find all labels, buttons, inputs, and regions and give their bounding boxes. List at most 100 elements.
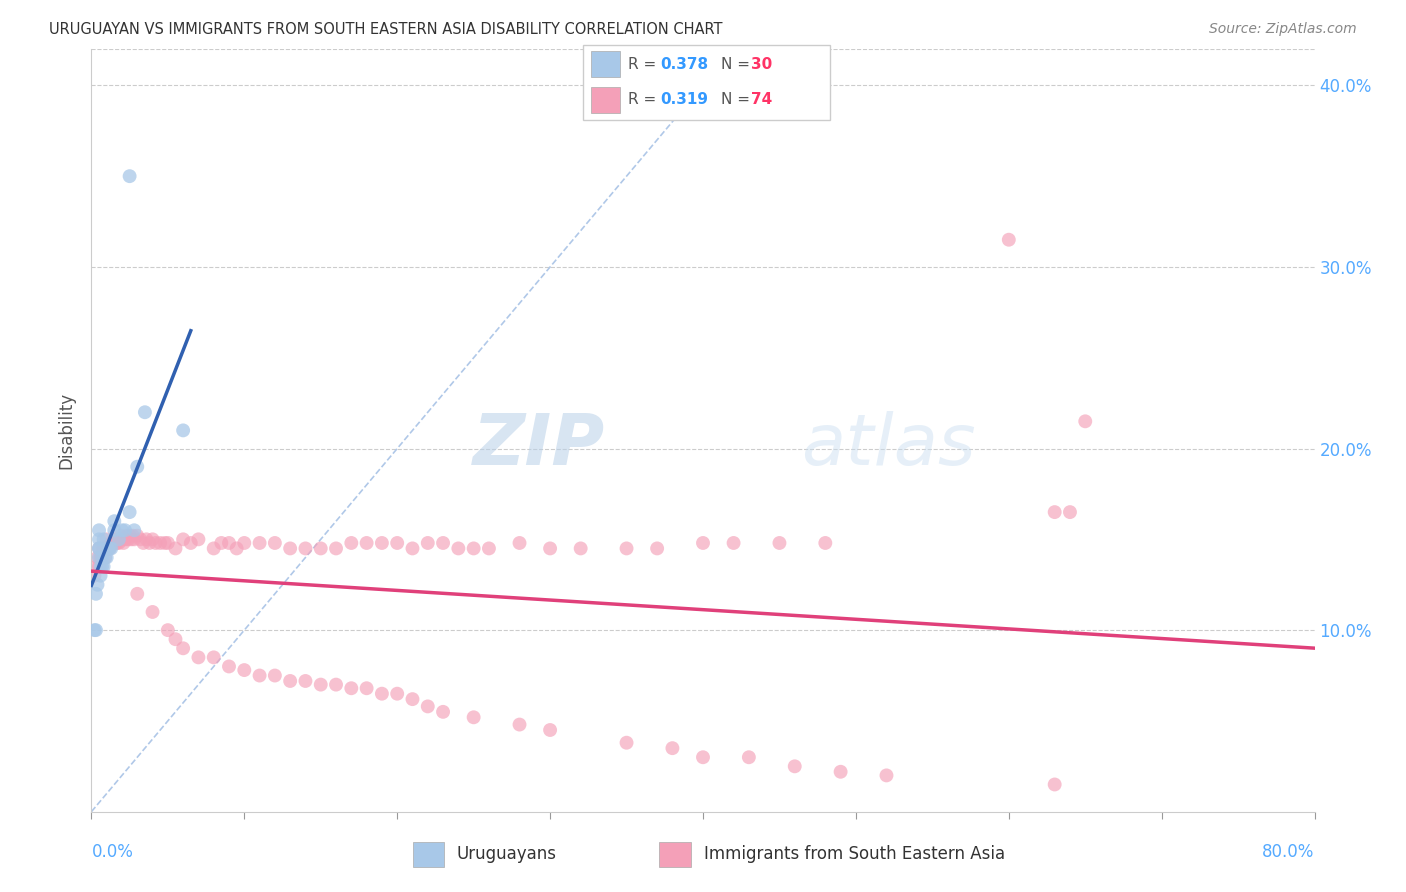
- Point: [118, 505, 141, 519]
- Point: [127, 459, 149, 474]
- Point: [84, 623, 107, 637]
- Point: [100, 536, 122, 550]
- Text: 0.319: 0.319: [659, 93, 707, 107]
- Point: [141, 605, 163, 619]
- Point: [278, 673, 301, 688]
- Point: [371, 536, 394, 550]
- Point: [294, 541, 316, 556]
- Text: 74: 74: [751, 93, 772, 107]
- Point: [401, 692, 423, 706]
- Point: [87, 523, 110, 537]
- Point: [83, 568, 105, 582]
- Text: 30: 30: [751, 57, 772, 72]
- Point: [416, 699, 439, 714]
- Point: [87, 533, 110, 547]
- Point: [692, 750, 714, 764]
- Point: [101, 536, 124, 550]
- Text: N =: N =: [721, 57, 755, 72]
- Bar: [591, 52, 620, 78]
- Point: [294, 673, 316, 688]
- Point: [340, 681, 363, 696]
- Text: N =: N =: [721, 93, 755, 107]
- Point: [1059, 505, 1081, 519]
- Point: [569, 541, 592, 556]
- Text: URUGUAYAN VS IMMIGRANTS FROM SOUTH EASTERN ASIA DISABILITY CORRELATION CHART: URUGUAYAN VS IMMIGRANTS FROM SOUTH EASTE…: [49, 22, 723, 37]
- Point: [814, 536, 837, 550]
- Point: [463, 541, 485, 556]
- Point: [93, 541, 115, 556]
- Point: [105, 536, 128, 550]
- Point: [96, 533, 118, 547]
- Y-axis label: Disability: Disability: [58, 392, 76, 469]
- Point: [127, 587, 149, 601]
- Point: [202, 650, 225, 665]
- Point: [96, 541, 118, 556]
- Point: [111, 533, 134, 547]
- Point: [87, 541, 110, 556]
- Point: [122, 523, 145, 537]
- Point: [738, 750, 761, 764]
- Text: Source: ZipAtlas.com: Source: ZipAtlas.com: [1209, 22, 1357, 37]
- Point: [172, 424, 194, 438]
- Point: [110, 529, 132, 543]
- Point: [325, 541, 347, 556]
- Point: [509, 717, 531, 731]
- Point: [103, 533, 125, 547]
- Point: [90, 559, 112, 574]
- Point: [118, 529, 141, 543]
- Point: [264, 668, 287, 682]
- Point: [98, 541, 121, 556]
- Point: [385, 687, 409, 701]
- Point: [692, 536, 714, 550]
- Point: [309, 541, 332, 556]
- Point: [165, 541, 187, 556]
- Point: [145, 536, 167, 550]
- Point: [356, 681, 378, 696]
- Point: [114, 523, 136, 537]
- Point: [432, 536, 454, 550]
- Point: [134, 405, 156, 419]
- Point: [768, 536, 790, 550]
- Point: [875, 768, 898, 782]
- Point: [309, 678, 332, 692]
- Point: [91, 550, 114, 565]
- Point: [233, 663, 256, 677]
- Point: [141, 533, 163, 547]
- Point: [249, 668, 271, 682]
- Point: [90, 550, 112, 565]
- Point: [509, 536, 531, 550]
- Point: [325, 678, 347, 692]
- Point: [432, 705, 454, 719]
- Point: [115, 529, 138, 543]
- Point: [84, 559, 107, 574]
- Point: [661, 741, 683, 756]
- Point: [108, 536, 131, 550]
- Point: [104, 536, 127, 550]
- Text: 80.0%: 80.0%: [1263, 843, 1315, 861]
- Point: [209, 536, 232, 550]
- Point: [340, 536, 363, 550]
- Point: [156, 623, 179, 637]
- Point: [100, 541, 122, 556]
- Bar: [591, 87, 620, 112]
- Point: [371, 687, 394, 701]
- Point: [172, 533, 194, 547]
- Point: [122, 533, 145, 547]
- Point: [463, 710, 485, 724]
- Point: [356, 536, 378, 550]
- Point: [108, 533, 131, 547]
- Point: [264, 536, 287, 550]
- Point: [225, 541, 247, 556]
- Point: [91, 550, 114, 565]
- Point: [218, 536, 240, 550]
- Point: [1043, 777, 1066, 791]
- Point: [723, 536, 745, 550]
- Text: 0.0%: 0.0%: [91, 843, 134, 861]
- Point: [187, 533, 209, 547]
- Point: [91, 559, 114, 574]
- Point: [93, 533, 115, 547]
- Text: R =: R =: [627, 93, 661, 107]
- Point: [401, 541, 423, 556]
- Point: [94, 550, 117, 565]
- Point: [97, 541, 120, 556]
